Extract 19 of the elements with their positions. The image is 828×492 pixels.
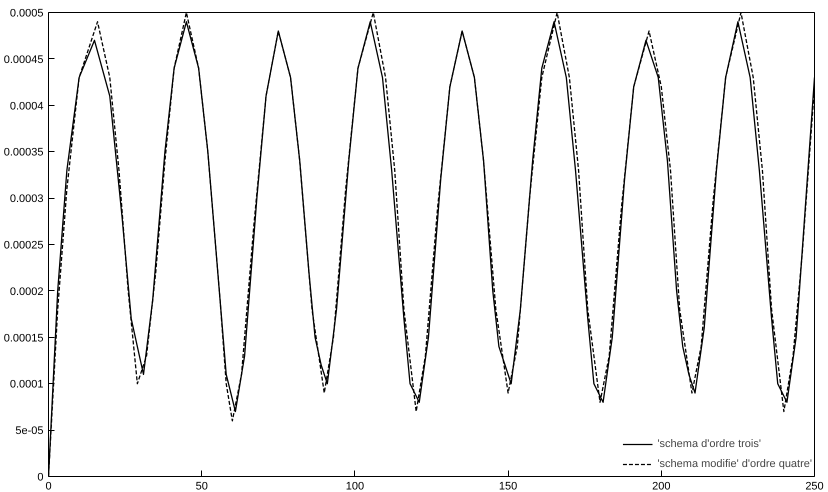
x-tick-label: 0 (45, 480, 52, 492)
y-tick-label: 0.0001 (10, 378, 44, 391)
y-tick-label: 0.0002 (10, 286, 44, 298)
y-tick-label: 0.00035 (4, 146, 44, 159)
x-tick-label: 100 (346, 480, 364, 492)
legend-label: 'schema d'ordre trois' (657, 438, 761, 450)
y-tick-label: 5e-05 (15, 425, 44, 438)
x-tick-label: 50 (196, 480, 208, 492)
y-tick-label: 0.0003 (10, 193, 44, 206)
y-tick-label: 0.00015 (4, 332, 44, 344)
y-tick-label: 0 (37, 472, 44, 484)
x-tick-label: 250 (805, 480, 824, 492)
y-tick-label: 0.0005 (10, 8, 44, 20)
y-tick-label: 0.00025 (4, 240, 44, 252)
y-tick-label: 0.00045 (4, 54, 44, 66)
x-tick-label: 150 (498, 480, 518, 492)
legend-label: 'schema modifie' d'ordre quatre' (657, 458, 812, 470)
y-tick-label: 0.0004 (10, 100, 44, 112)
x-tick-label: 200 (652, 480, 670, 492)
